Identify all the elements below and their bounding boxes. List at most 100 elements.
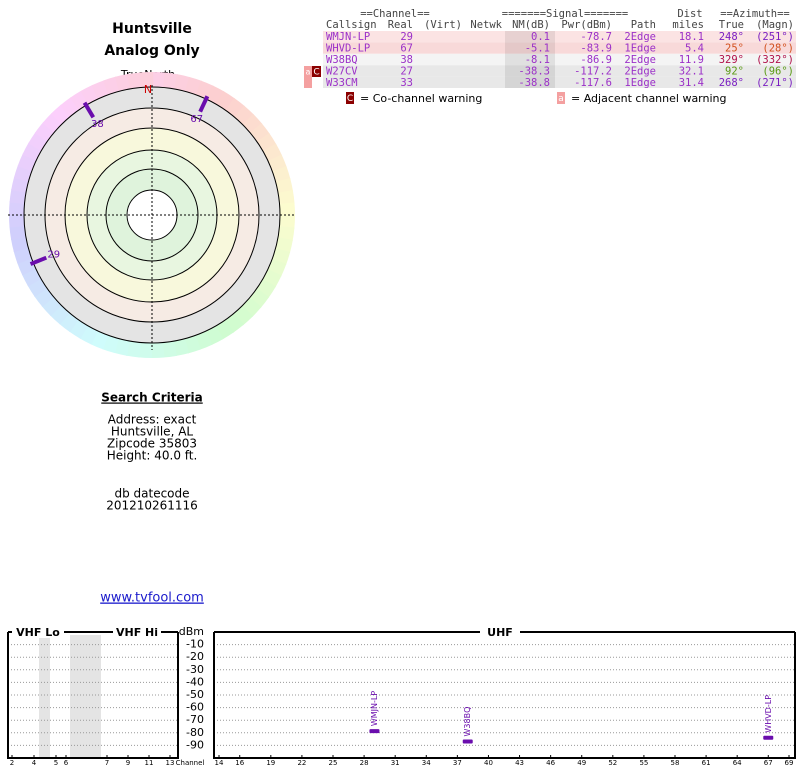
y-tick-label: -10 — [186, 638, 204, 651]
signal-label: W38BQ — [463, 707, 472, 737]
station-mark — [82, 101, 95, 119]
cell: (332°) — [756, 54, 794, 66]
db-label: db datecode — [114, 487, 189, 501]
hue-segment — [216, 91, 236, 111]
hue-segment — [9, 201, 25, 215]
hue-segment — [224, 313, 244, 333]
station-mark — [198, 95, 210, 113]
column-header: (Virt) — [424, 19, 462, 31]
co-icon-box — [346, 92, 354, 104]
section-bg — [113, 626, 161, 638]
hue-segment — [262, 269, 282, 288]
x-tick-label: 5 — [54, 759, 58, 767]
cell: -38.3 — [518, 65, 550, 77]
station-label: 67 — [190, 114, 203, 125]
hue-segment — [11, 176, 29, 193]
column-header: True — [719, 19, 744, 31]
signal-label: WHVD-LP — [764, 695, 773, 733]
cell: WHVD-LP — [326, 43, 370, 55]
search-line: Height: 40.0 ft. — [107, 449, 198, 463]
hue-segment — [163, 72, 179, 90]
cell: -117.6 — [574, 77, 612, 89]
x-tick-label: 31 — [391, 759, 400, 767]
cell: (96°) — [762, 65, 794, 77]
signal-bar — [462, 739, 473, 744]
cell: 18.1 — [679, 31, 704, 43]
fm-gap — [39, 635, 50, 758]
hue-segment — [34, 122, 55, 142]
hue-segment — [206, 85, 225, 105]
hue-segment — [277, 226, 295, 242]
search-line: Huntsville, AL — [111, 425, 194, 439]
hue-segment — [279, 215, 295, 229]
cell: 2Edge — [624, 54, 656, 66]
x-axis-label: Channel — [176, 759, 205, 767]
cell: -38.8 — [518, 77, 550, 89]
x-tick-label: 64 — [733, 759, 742, 767]
hue-segment — [8, 213, 25, 228]
adj-warning: a — [306, 68, 311, 77]
cell: 2Edge — [624, 31, 656, 43]
cell: WMJN-LP — [326, 31, 370, 43]
x-tick-label: 40 — [484, 759, 493, 767]
x-tick-label: 34 — [422, 759, 431, 767]
hue-segment — [138, 342, 152, 358]
hue-segment — [68, 319, 88, 339]
x-tick-label: 9 — [126, 759, 130, 767]
cell: 92° — [725, 65, 744, 77]
column-header: Pwr(dBm) — [561, 19, 612, 31]
x-tick-label: 16 — [235, 759, 244, 767]
hue-segment — [256, 279, 276, 299]
cell: -8.1 — [525, 54, 550, 66]
hue-segment — [241, 297, 262, 317]
cell: 31.4 — [679, 77, 704, 89]
cell: 25° — [725, 43, 744, 55]
signal-bar — [369, 729, 380, 734]
hue-segment — [174, 74, 191, 92]
x-tick-label: 43 — [515, 759, 524, 767]
y-tick-label: -30 — [186, 663, 204, 676]
cell: 67 — [400, 43, 413, 55]
search-heading: Search Criteria — [101, 391, 202, 405]
x-tick-label: 6 — [64, 759, 69, 767]
hue-segment — [275, 177, 294, 194]
x-tick-label: 22 — [297, 759, 306, 767]
x-tick-label: 67 — [764, 759, 773, 767]
hue-segment — [9, 225, 26, 240]
cell: 27 — [400, 65, 413, 77]
x-tick-label: 52 — [608, 759, 617, 767]
column-header: Real — [388, 19, 413, 31]
site-link[interactable]: www.tvfool.com — [100, 591, 204, 606]
hue-segment — [150, 342, 165, 358]
cell: (271°) — [756, 77, 794, 89]
hue-segment — [59, 312, 79, 333]
cell: 1Edge — [624, 43, 656, 55]
x-tick-label: 46 — [546, 759, 555, 767]
hue-segment — [28, 131, 48, 151]
x-tick-label: 13 — [166, 759, 175, 767]
row-bg — [323, 53, 796, 66]
hue-segment — [233, 305, 254, 326]
column-header: NM(dB) — [512, 19, 550, 31]
y-tick-label: -20 — [186, 650, 204, 663]
cell: -83.9 — [580, 43, 612, 55]
hue-segment — [250, 123, 270, 143]
x-tick-label: 25 — [329, 759, 338, 767]
y-axis-label: dBm — [179, 625, 204, 638]
co-legend: = Co-channel warning — [360, 92, 482, 105]
y-tick-label: -60 — [186, 701, 204, 714]
x-tick-label: 11 — [145, 759, 154, 767]
hue-segment — [9, 188, 27, 204]
x-tick-label: 69 — [785, 759, 794, 767]
y-tick-label: -80 — [186, 726, 204, 739]
y-tick-label: -50 — [186, 688, 204, 701]
search-line: Zipcode 35803 — [107, 437, 197, 451]
x-tick-label: 37 — [453, 759, 462, 767]
hue-segment — [103, 76, 120, 95]
hue-segment — [249, 288, 270, 308]
station-table: ==Channel== =======Signal======= Dist ==Azi… — [323, 8, 796, 89]
group-header: =======Signal======= — [502, 8, 628, 20]
cell: 248° — [719, 31, 744, 43]
